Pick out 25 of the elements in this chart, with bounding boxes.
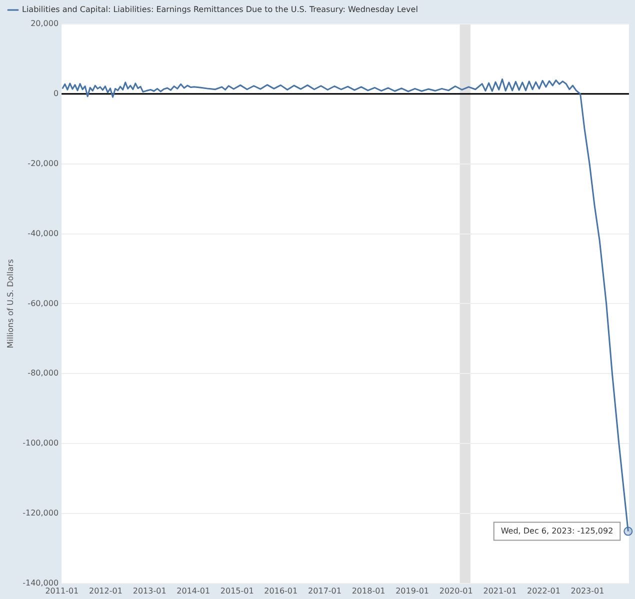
y-tick-label: -60,000 [28, 298, 59, 308]
y-tick-label: -100,000 [22, 438, 59, 448]
y-tick-label: 0 [53, 89, 59, 98]
x-tick-label: 2014-01 [176, 586, 210, 596]
x-tick-label: 2022-01 [527, 586, 560, 596]
x-tick-label: 2020-01 [439, 586, 473, 596]
y-tick-label: 20,000 [30, 19, 59, 28]
x-tick-label: 2012-01 [88, 586, 122, 596]
y-tick-label: -40,000 [28, 228, 59, 238]
legend-label: Liabilities and Capital: Liabilities: Earnings Remittances Due to the U.S. Treasury: Wednesday Level [22, 5, 418, 14]
y-tick-label: -20,000 [28, 158, 59, 168]
x-tick-label: 2021-01 [483, 586, 517, 596]
x-tick-label: 2011-01 [45, 586, 79, 596]
x-tick-label: 2019-01 [396, 586, 430, 596]
x-tick-label: 2017-01 [308, 586, 342, 596]
y-tick-label: -80,000 [28, 368, 59, 378]
x-tick-label: 2013-01 [132, 586, 166, 596]
x-tick-label: 2016-01 [264, 586, 298, 596]
x-tick-label: 2018-01 [352, 586, 386, 596]
x-tick-label: 2015-01 [220, 586, 254, 596]
y-tick-label: -120,000 [22, 508, 59, 518]
x-tick-label: 2023-01 [570, 586, 604, 596]
y-axis-title: Millions of U.S. Dollars [6, 259, 15, 348]
annotation: Wed, Dec 6, 2023: -125,092 [500, 526, 614, 536]
y-tick-label: -140,000 [22, 578, 59, 588]
